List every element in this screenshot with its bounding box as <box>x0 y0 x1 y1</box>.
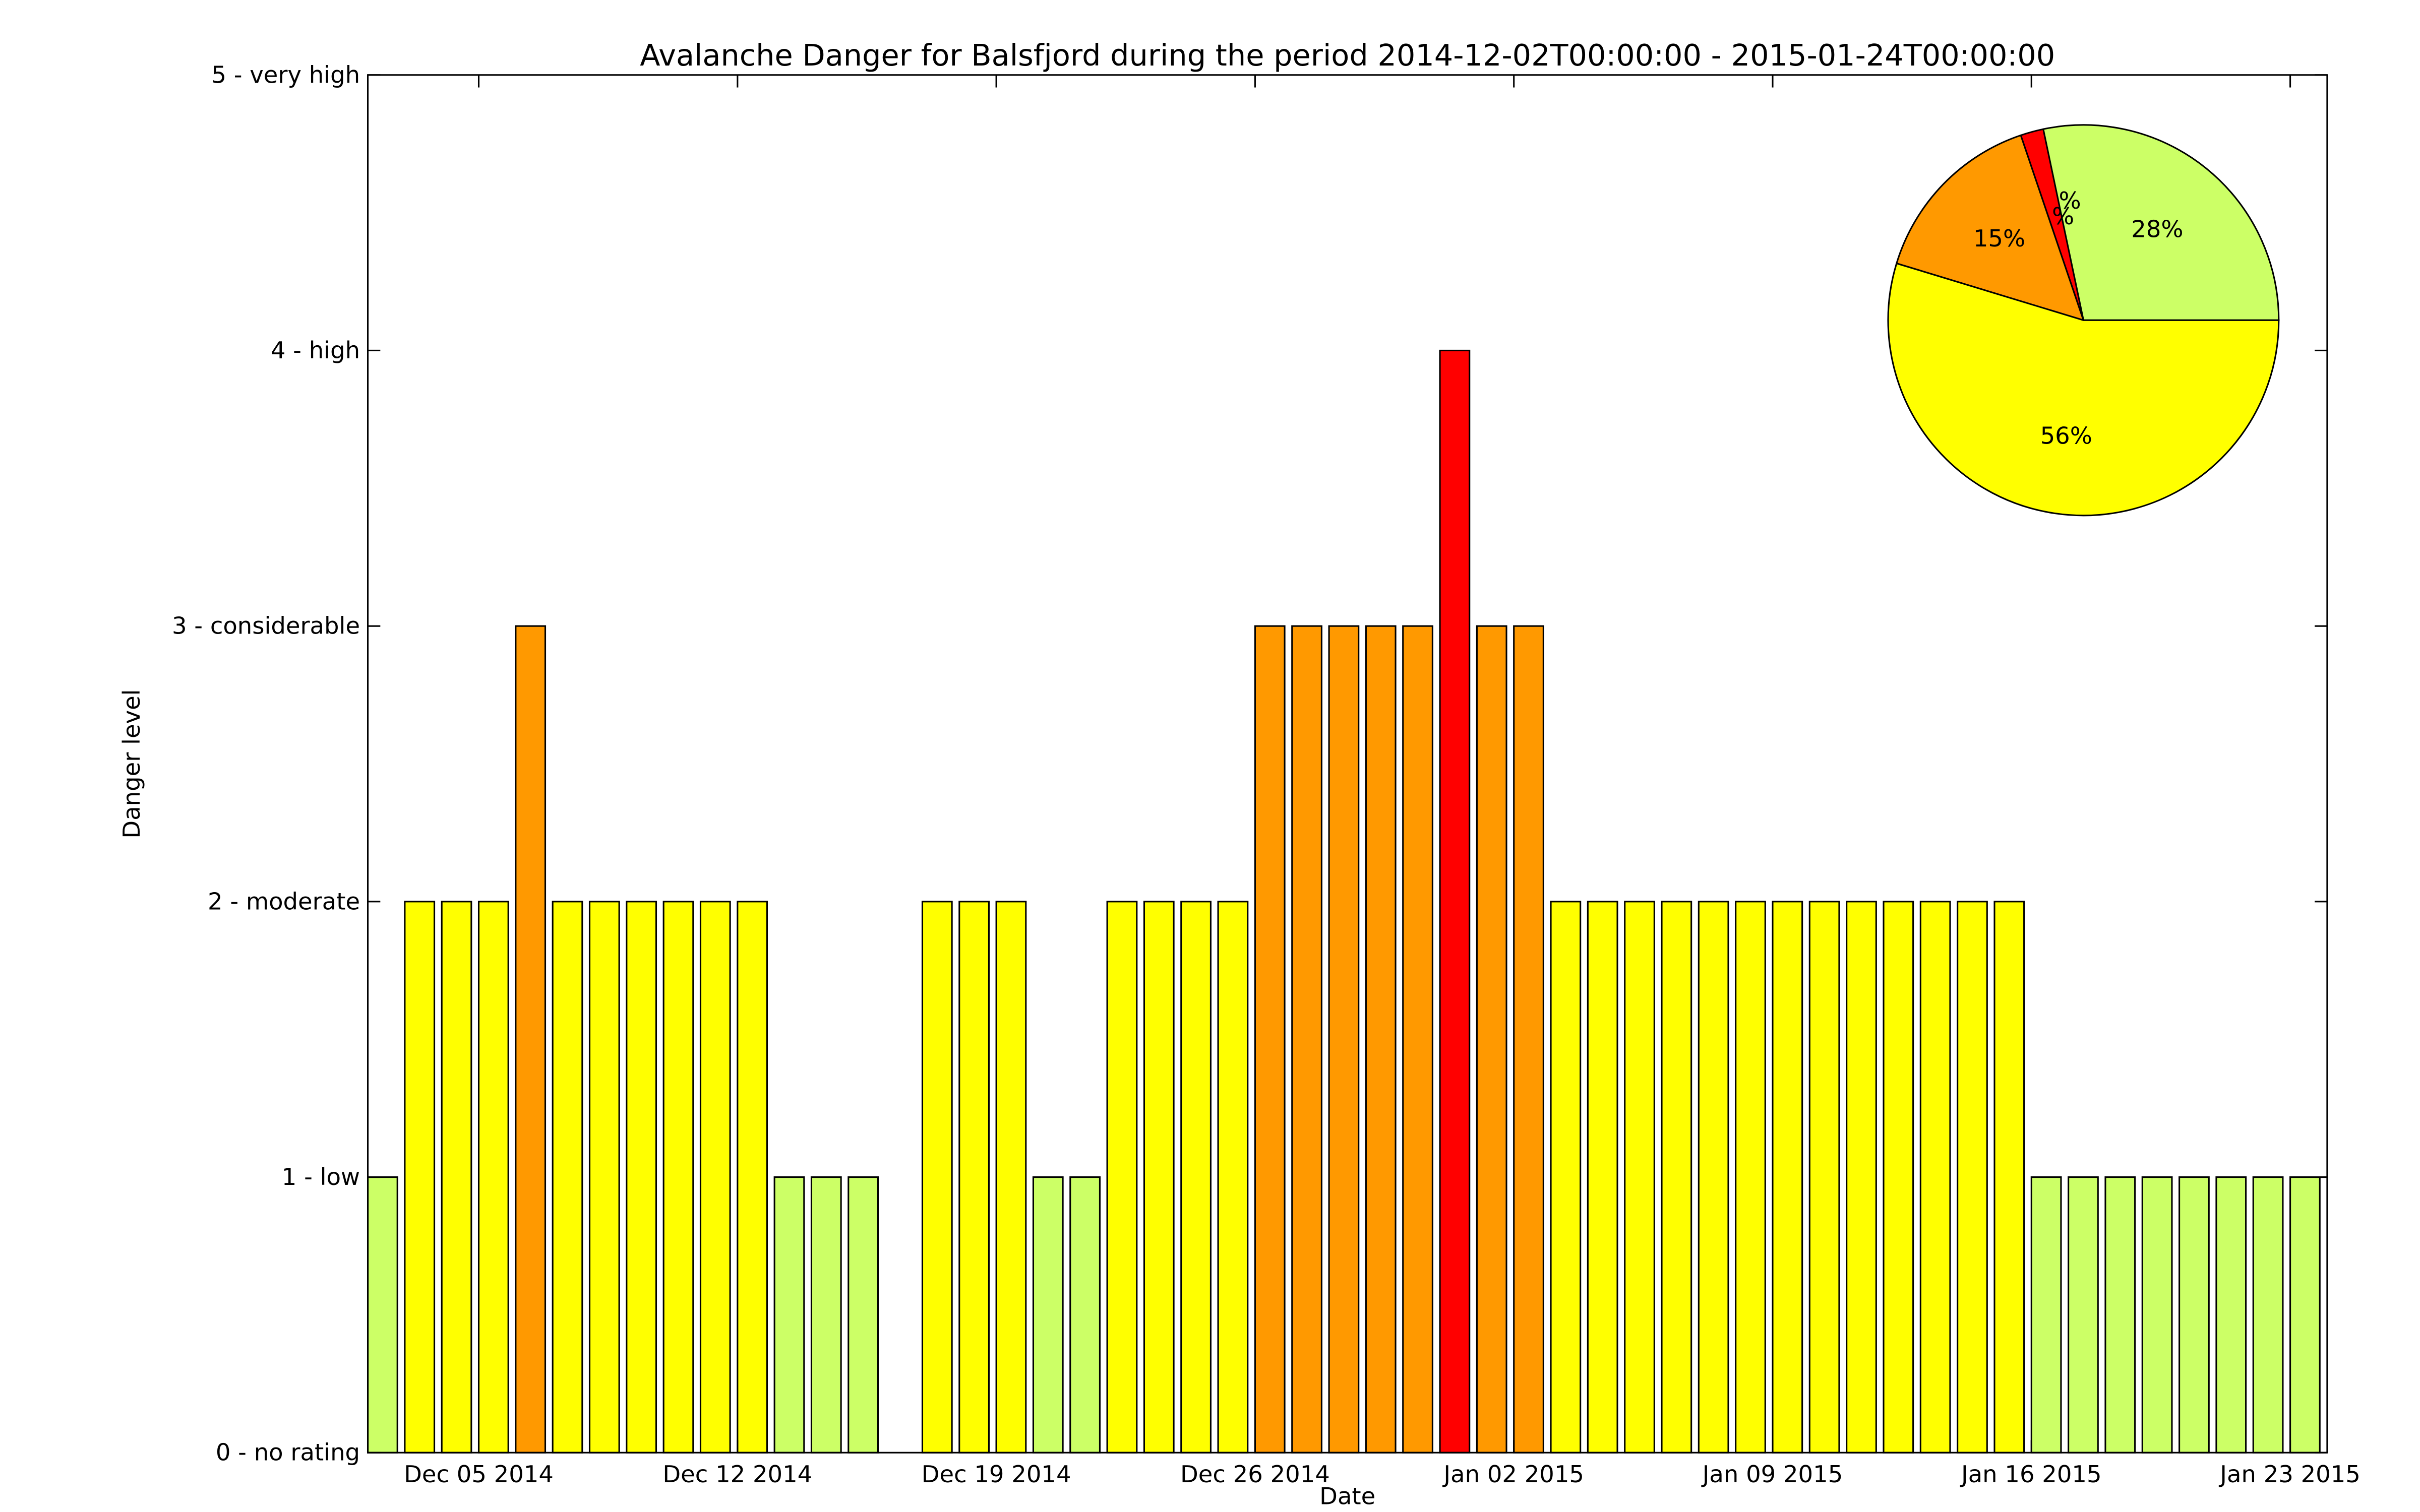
y-tick-label: 3 - considerable <box>172 612 360 640</box>
bar <box>1069 1176 1101 1454</box>
bar <box>1106 901 1138 1454</box>
bar <box>1291 625 1322 1454</box>
x-tick-label: Jan 09 2015 <box>1701 1461 1843 1488</box>
bar <box>515 625 547 1454</box>
bar <box>1328 625 1360 1454</box>
y-tick-label: 1 - low <box>282 1163 360 1190</box>
bar <box>1883 901 1914 1454</box>
bar <box>1254 625 1286 1454</box>
bar <box>921 901 953 1454</box>
bar <box>1143 901 1175 1454</box>
pie-slice <box>1887 262 2280 517</box>
bar <box>1217 901 1249 1454</box>
bar <box>773 1176 805 1454</box>
bar <box>2215 1176 2247 1454</box>
x-tick-label: Dec 05 2014 <box>404 1461 554 1488</box>
bar <box>810 1176 842 1454</box>
bar <box>552 901 583 1454</box>
bar <box>1846 901 1877 1454</box>
pie-slice-label: 28% <box>2131 215 2183 242</box>
pie-slice <box>1895 134 2085 322</box>
bar <box>404 901 436 1454</box>
bar <box>1365 625 1397 1454</box>
y-axis: 0 - no rating 1 - low 2 - moderate 3 - cons… <box>172 61 2327 1466</box>
bar <box>1957 901 1988 1454</box>
x-tick-label: Dec 26 2014 <box>1180 1461 1330 1488</box>
bar <box>477 901 509 1454</box>
bar <box>1513 625 1544 1454</box>
bar <box>1808 901 1840 1454</box>
pie-slice <box>2042 124 2280 321</box>
x-tick-label: Jan 02 2015 <box>1442 1461 1584 1488</box>
bar <box>1735 901 1766 1454</box>
bar <box>1032 1176 1064 1454</box>
bar <box>737 901 768 1454</box>
bar <box>1624 901 1655 1454</box>
bar <box>1772 901 1803 1454</box>
pie-slice-label: 15% <box>1973 225 2025 252</box>
x-tick-label: Dec 19 2014 <box>922 1461 1071 1488</box>
bar <box>1661 901 1692 1454</box>
bar <box>958 901 990 1454</box>
bar <box>1402 625 1433 1454</box>
bar <box>699 901 731 1454</box>
bar <box>2030 1176 2062 1454</box>
bar <box>2141 1176 2173 1454</box>
pie-slice-label: 56% <box>2040 422 2092 450</box>
bar <box>1993 901 2025 1454</box>
bar <box>367 1176 398 1454</box>
bar <box>1587 901 1618 1454</box>
bar <box>2068 1176 2099 1454</box>
bar <box>441 901 472 1454</box>
bar <box>1698 901 1729 1454</box>
bar-series <box>367 349 2321 1454</box>
bar <box>662 901 694 1454</box>
bar <box>2252 1176 2284 1454</box>
y-tick-label: 5 - very high <box>211 61 360 88</box>
bar <box>2104 1176 2136 1454</box>
x-axis-label: Date <box>1319 1483 1375 1510</box>
bar <box>1439 349 1471 1454</box>
pie-chart: 28%0%1%15%56% <box>1887 124 2280 517</box>
bar <box>588 901 620 1454</box>
bar <box>1919 901 1951 1454</box>
bar <box>2179 1176 2210 1454</box>
plot-frame <box>367 74 2328 1454</box>
bar <box>1476 625 1507 1454</box>
bar <box>995 901 1027 1454</box>
chart-title: Avalanche Danger for Balsfjord during th… <box>640 38 2055 73</box>
x-tick-label: Jan 23 2015 <box>2218 1461 2361 1488</box>
y-tick-label: 4 - high <box>271 337 360 364</box>
y-axis-label: Danger level <box>118 689 145 838</box>
x-tick-label: Jan 16 2015 <box>1960 1461 2102 1488</box>
x-tick-label: Dec 12 2014 <box>662 1461 812 1488</box>
bar <box>848 1176 879 1454</box>
bar <box>2289 1176 2321 1454</box>
bar <box>1550 901 1582 1454</box>
y-tick-label: 2 - moderate <box>208 888 360 915</box>
bar <box>1180 901 1212 1454</box>
bar <box>626 901 657 1454</box>
y-tick-label: 0 - no rating <box>216 1439 360 1466</box>
x-axis: Dec 05 2014 Dec 12 2014 Dec 19 2014 Dec 26 … <box>404 75 2361 1488</box>
